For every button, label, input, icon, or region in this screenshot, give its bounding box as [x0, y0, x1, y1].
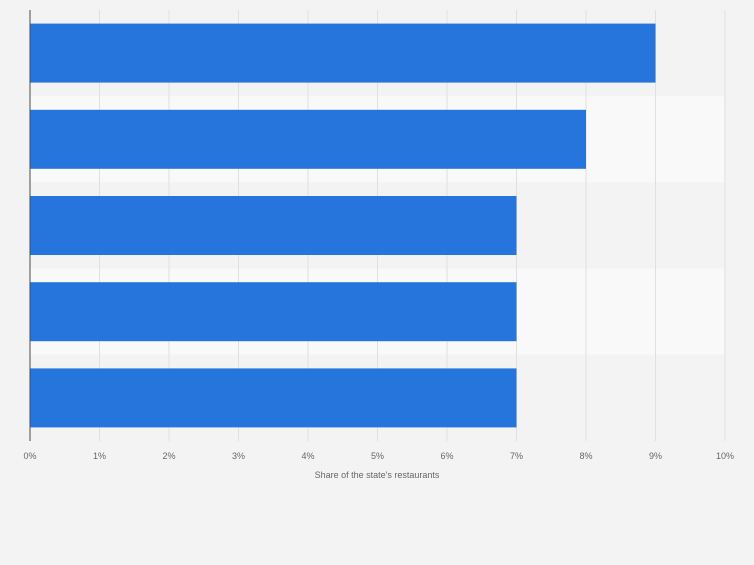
x-axis-label: Share of the state's restaurants [315, 470, 440, 480]
x-tick-label: 1% [93, 451, 106, 461]
x-tick-label: 4% [301, 451, 314, 461]
x-tick-labels: 0% 1% 2% 3% 4% 5% 6% 7% 8% 9% 10% [23, 451, 734, 461]
x-tick-label: 2% [162, 451, 175, 461]
bar[interactable] [30, 196, 517, 255]
x-tick-label: 6% [440, 451, 453, 461]
x-tick-label: 9% [649, 451, 662, 461]
x-tick-label: 0% [23, 451, 36, 461]
bar[interactable] [30, 23, 656, 83]
x-tick-label: 3% [232, 451, 245, 461]
bars [30, 23, 656, 428]
bar[interactable] [30, 282, 517, 342]
x-tick-label: 5% [371, 451, 384, 461]
bar[interactable] [30, 368, 517, 428]
x-tick-label: 10% [716, 451, 734, 461]
x-tick-label: 8% [579, 451, 592, 461]
bar[interactable] [30, 109, 586, 169]
x-tick-label: 7% [510, 451, 523, 461]
